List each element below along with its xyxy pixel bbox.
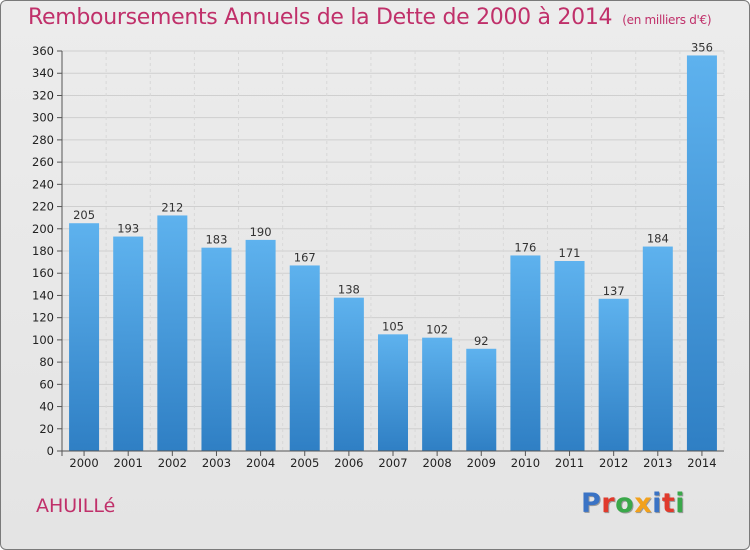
y-tick-label: 340 — [32, 66, 54, 80]
bar-2012 — [598, 298, 629, 451]
bar-value-label: 171 — [559, 246, 581, 260]
y-tick-label: 360 — [32, 44, 54, 58]
x-tick-label: 2008 — [422, 456, 451, 470]
x-tick-label: 2012 — [599, 456, 628, 470]
bar-2004 — [245, 239, 276, 451]
bar-value-label: 190 — [250, 225, 272, 239]
logo-letter: i — [675, 488, 686, 519]
bar-value-label: 102 — [426, 323, 448, 337]
bar-2001 — [113, 236, 144, 451]
bar-value-label: 92 — [474, 334, 489, 348]
bar-value-label: 137 — [603, 284, 625, 298]
bar-2014 — [686, 55, 717, 451]
bar-value-label: 212 — [161, 200, 183, 214]
y-tick-label: 320 — [32, 88, 54, 102]
x-tick-label: 2000 — [69, 456, 98, 470]
bar-value-label: 167 — [294, 250, 316, 264]
y-tick-label: 180 — [32, 244, 54, 258]
x-tick-label: 2004 — [246, 456, 275, 470]
logo-letter: t — [661, 488, 676, 519]
logo-letter: o — [615, 488, 635, 519]
chart-title-text: Remboursements Annuels de la Dette de 20… — [28, 5, 613, 30]
x-tick-label: 2010 — [511, 456, 540, 470]
logo-letter: x — [634, 488, 653, 519]
x-tick-label: 2007 — [378, 456, 407, 470]
y-tick-label: 120 — [32, 311, 54, 325]
y-tick-label: 200 — [32, 222, 54, 236]
y-tick-label: 20 — [39, 422, 54, 436]
y-tick-label: 280 — [32, 133, 54, 147]
x-tick-label: 2006 — [334, 456, 363, 470]
y-tick-label: 160 — [32, 266, 54, 280]
x-tick-label: 2011 — [555, 456, 584, 470]
bar-value-label: 138 — [338, 283, 360, 297]
bar-value-label: 183 — [205, 233, 227, 247]
y-tick-label: 260 — [32, 155, 54, 169]
x-tick-label: 2009 — [467, 456, 496, 470]
bar-2000 — [69, 223, 100, 451]
bar-2007 — [378, 334, 408, 451]
bar-value-label: 356 — [691, 40, 713, 54]
x-tick-label: 2002 — [158, 456, 187, 470]
bar-value-label: 105 — [382, 319, 404, 333]
commune-name: AHUILLé — [36, 495, 116, 517]
x-tick-label: 2014 — [687, 456, 716, 470]
y-tick-label: 0 — [47, 444, 54, 458]
y-tick-label: 140 — [32, 288, 54, 302]
x-tick-label: 2001 — [114, 456, 143, 470]
bar-2003 — [201, 247, 232, 451]
y-tick-label: 60 — [39, 377, 54, 391]
logo-letter: P — [581, 488, 602, 519]
x-tick-label: 2013 — [643, 456, 672, 470]
bar-2009 — [466, 348, 497, 451]
chart-subtitle: (en milliers d'€) — [622, 13, 712, 27]
bar-value-label: 205 — [73, 208, 95, 222]
y-tick-label: 300 — [32, 111, 54, 125]
y-tick-label: 40 — [39, 400, 54, 414]
bar-value-label: 184 — [647, 232, 669, 246]
bar-2010 — [510, 255, 541, 451]
x-tick-label: 2005 — [290, 456, 319, 470]
y-tick-label: 240 — [32, 177, 54, 191]
bar-value-label: 176 — [514, 240, 536, 254]
logo-letter: i — [652, 488, 662, 519]
bar-2005 — [289, 265, 320, 451]
chart-title: Remboursements Annuels de la Dette de 20… — [28, 5, 712, 30]
bar-value-label: 193 — [117, 222, 139, 236]
bar-2006 — [333, 297, 364, 451]
bar-2013 — [642, 246, 673, 451]
y-tick-label: 220 — [32, 200, 54, 214]
bar-2008 — [422, 337, 453, 451]
bar-2011 — [554, 261, 585, 451]
logo-letter: r — [601, 488, 616, 519]
proxiti-logo: Proxiti — [581, 488, 685, 519]
y-tick-label: 100 — [32, 333, 54, 347]
x-tick-label: 2003 — [202, 456, 231, 470]
y-tick-label: 80 — [39, 355, 54, 369]
bar-2002 — [157, 215, 188, 451]
